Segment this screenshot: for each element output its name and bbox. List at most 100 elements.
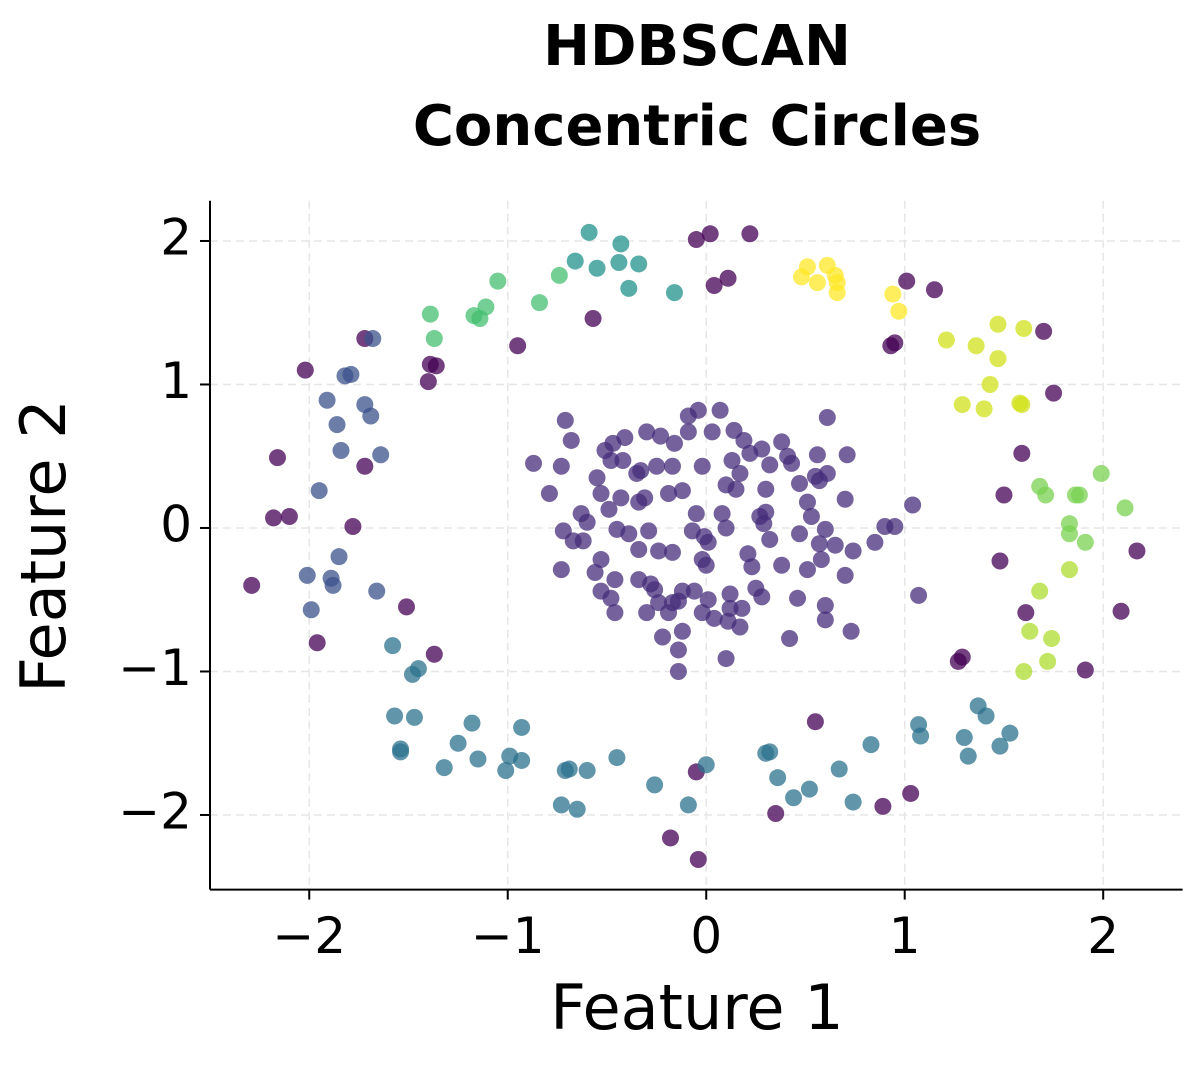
point	[816, 596, 834, 614]
x-tick-label: −1	[471, 907, 545, 965]
point	[767, 805, 785, 823]
point	[324, 576, 342, 594]
point	[308, 634, 326, 652]
x-tick-label: −2	[272, 907, 346, 965]
point	[298, 566, 316, 584]
point	[409, 660, 427, 678]
point	[489, 272, 507, 290]
point	[1013, 396, 1031, 414]
point	[318, 391, 336, 409]
point	[600, 500, 618, 518]
point	[812, 551, 830, 569]
point	[650, 542, 668, 560]
point	[638, 423, 656, 441]
point	[862, 736, 880, 754]
point	[977, 707, 995, 725]
point	[463, 714, 481, 732]
point	[669, 592, 687, 610]
point	[731, 464, 749, 482]
point	[660, 604, 678, 622]
point	[330, 548, 348, 566]
point	[1035, 322, 1053, 340]
point	[630, 541, 648, 559]
point	[830, 760, 848, 778]
point	[836, 566, 854, 584]
point	[991, 737, 1009, 755]
point	[785, 789, 803, 807]
point	[628, 464, 646, 482]
point	[953, 396, 971, 414]
point	[753, 588, 771, 606]
point	[606, 571, 624, 589]
point	[697, 756, 715, 774]
point	[937, 331, 955, 349]
point	[1070, 486, 1088, 504]
point	[1015, 320, 1033, 338]
point	[302, 601, 320, 619]
point	[687, 231, 705, 249]
point	[789, 589, 807, 607]
point	[791, 525, 809, 543]
point	[1060, 561, 1078, 579]
point	[761, 456, 779, 474]
point	[741, 225, 759, 243]
point	[509, 337, 527, 355]
x-tick-label: 2	[1087, 907, 1119, 965]
point	[808, 446, 826, 464]
point	[612, 489, 630, 507]
point	[989, 350, 1007, 368]
point	[773, 556, 791, 574]
point	[693, 604, 711, 622]
point	[669, 641, 687, 659]
point	[898, 272, 916, 290]
point	[731, 618, 749, 636]
point	[701, 225, 719, 243]
point	[949, 652, 967, 670]
point	[783, 454, 801, 472]
point	[630, 493, 648, 511]
point	[955, 728, 973, 746]
point	[991, 552, 1009, 570]
point	[296, 361, 314, 379]
point	[781, 629, 799, 647]
point	[592, 485, 610, 503]
point	[405, 708, 423, 726]
point	[368, 582, 386, 600]
point	[568, 800, 586, 818]
point	[588, 469, 606, 487]
point	[1039, 652, 1057, 670]
point	[1021, 622, 1039, 640]
chart-title: HDBSCAN	[543, 14, 851, 79]
point	[693, 457, 711, 475]
point	[620, 279, 638, 297]
point	[328, 416, 346, 434]
point	[578, 513, 596, 531]
point	[525, 454, 543, 472]
point	[540, 485, 558, 503]
point	[654, 628, 672, 646]
point	[705, 276, 723, 294]
point	[810, 535, 828, 553]
point	[268, 449, 286, 467]
point	[669, 662, 687, 680]
point	[1043, 629, 1061, 647]
point	[810, 472, 828, 490]
point	[243, 576, 261, 594]
point	[608, 749, 626, 767]
point	[735, 431, 753, 449]
point	[398, 598, 416, 616]
point	[743, 558, 761, 576]
point	[699, 591, 717, 609]
point	[689, 401, 707, 419]
point	[665, 284, 683, 302]
point	[791, 474, 809, 492]
point	[1092, 464, 1110, 482]
point	[421, 305, 439, 323]
point	[733, 599, 751, 617]
x-axis-label: Feature 1	[550, 971, 843, 1044]
point	[874, 797, 892, 815]
point	[816, 611, 834, 629]
point	[866, 533, 884, 551]
point	[652, 427, 670, 445]
point	[592, 551, 610, 569]
